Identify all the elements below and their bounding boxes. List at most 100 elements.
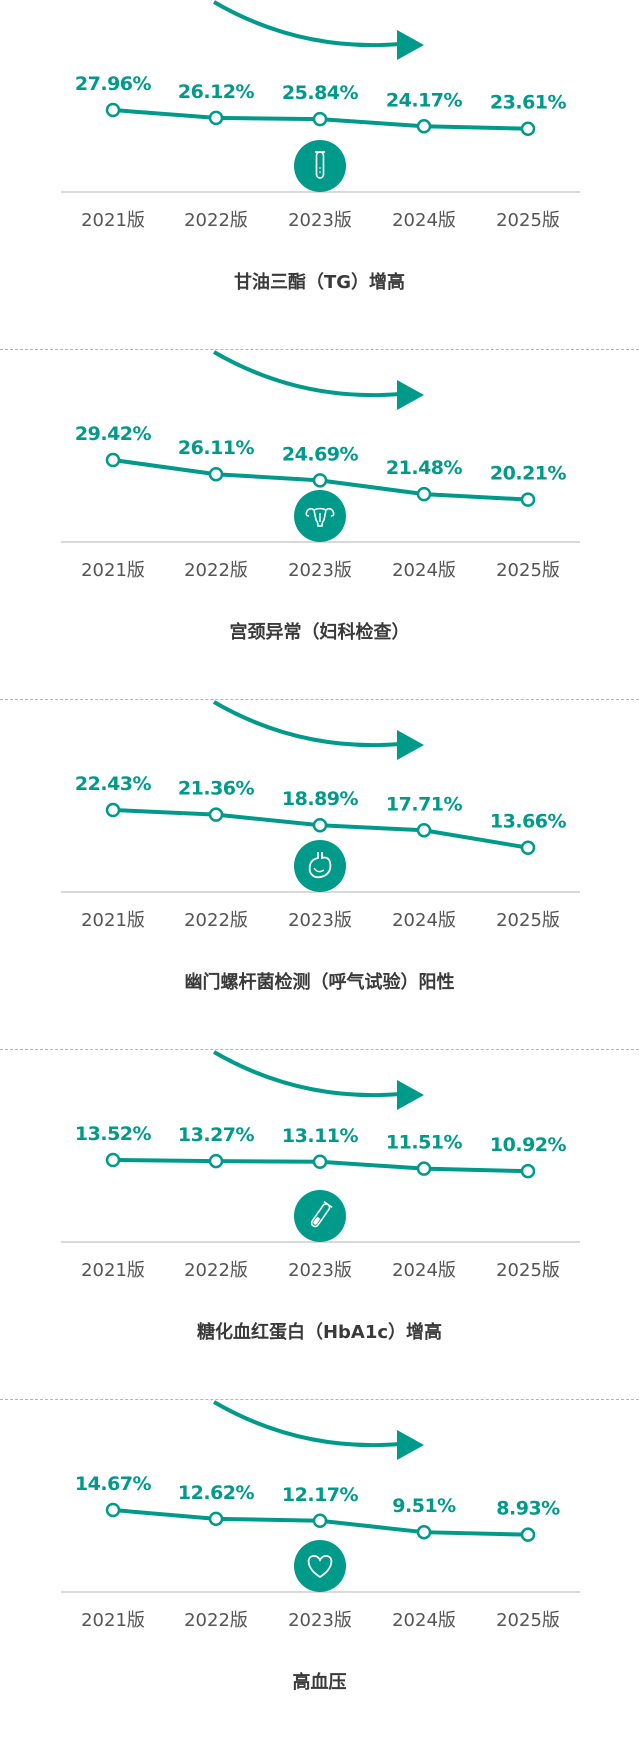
x-tick-label: 2025版 xyxy=(496,1260,560,1281)
data-point xyxy=(416,1524,432,1540)
chart-title: 高血压 xyxy=(292,1672,347,1693)
line-chart: 13.52% 2021版 13.27% 2022版 13.11% 2023版 11.51% 2… xyxy=(61,1050,580,1281)
data-label: 26.11% xyxy=(178,437,255,459)
data-point xyxy=(105,1502,121,1518)
x-tick-label: 2024版 xyxy=(392,1610,456,1631)
data-point xyxy=(208,466,224,482)
data-label: 24.17% xyxy=(386,89,463,111)
data-point xyxy=(416,486,432,502)
x-tick-label: 2024版 xyxy=(392,1260,456,1281)
line-chart: 22.43% 2021版 21.36% 2022版 18.89% 2023版 17.71% 2… xyxy=(61,700,580,931)
x-tick-label: 2023版 xyxy=(288,910,352,931)
data-label: 29.42% xyxy=(75,423,152,445)
data-point xyxy=(105,802,121,818)
data-point xyxy=(312,1154,328,1170)
x-tick-label: 2021版 xyxy=(81,910,145,931)
data-label: 21.36% xyxy=(178,778,255,800)
data-point xyxy=(105,452,121,468)
chart-title: 糖化血红蛋白（HbA1c）增高 xyxy=(196,1322,443,1343)
data-point xyxy=(312,1513,328,1528)
data-label: 13.11% xyxy=(282,1125,359,1147)
x-tick-label: 2025版 xyxy=(496,1610,560,1631)
line-chart: 29.42% 2021版 26.11% 2022版 24.69% 2023版 21.48% 2… xyxy=(61,350,580,581)
data-label: 18.89% xyxy=(282,788,359,810)
chart-title: 甘油三酯（TG）增高 xyxy=(233,272,406,293)
data-label: 24.69% xyxy=(282,443,359,465)
chart-panel: 13.52% 2021版 13.27% 2022版 13.11% 2023版 11.51% 2… xyxy=(0,1050,639,1400)
data-point xyxy=(520,1527,536,1542)
chart-panel: 22.43% 2021版 21.36% 2022版 18.89% 2023版 17.71% 2… xyxy=(0,700,639,1050)
x-tick-label: 2022版 xyxy=(184,1260,248,1281)
heart-icon xyxy=(294,1540,346,1592)
data-point xyxy=(105,102,121,118)
blood-tube-icon xyxy=(294,1190,346,1242)
data-point xyxy=(416,1161,432,1176)
chart-panel: 29.42% 2021版 26.11% 2022版 24.69% 2023版 21.48% 2… xyxy=(0,350,639,700)
data-label: 17.71% xyxy=(386,793,463,815)
data-label: 12.62% xyxy=(178,1482,255,1504)
x-tick-label: 2024版 xyxy=(392,560,456,581)
data-label: 13.52% xyxy=(75,1123,152,1145)
stomach-icon xyxy=(294,840,346,892)
data-point xyxy=(520,840,536,855)
line-chart: 14.67% 2021版 12.62% 2022版 12.17% 2023版 9.51% 20… xyxy=(61,1400,580,1631)
chart-title: 宫颈异常（妇科检查） xyxy=(229,622,410,643)
x-tick-label: 2024版 xyxy=(392,910,456,931)
data-label: 20.21% xyxy=(490,463,567,485)
data-point xyxy=(208,1511,224,1527)
x-tick-label: 2022版 xyxy=(184,910,248,931)
x-tick-label: 2025版 xyxy=(496,910,560,931)
x-tick-label: 2023版 xyxy=(288,210,352,231)
trend-arrow-icon xyxy=(212,1050,424,1110)
trend-arrow-icon xyxy=(212,0,424,60)
x-tick-label: 2021版 xyxy=(81,1610,145,1631)
test-tube-icon xyxy=(294,140,346,192)
data-label: 21.48% xyxy=(386,457,463,479)
x-tick-label: 2023版 xyxy=(288,560,352,581)
trend-arrow-icon xyxy=(212,700,424,760)
x-tick-label: 2025版 xyxy=(496,560,560,581)
x-tick-label: 2021版 xyxy=(81,1260,145,1281)
data-point xyxy=(208,807,224,822)
data-label: 25.84% xyxy=(282,82,359,104)
x-tick-label: 2024版 xyxy=(392,210,456,231)
data-label: 14.67% xyxy=(75,1473,152,1495)
data-label: 8.93% xyxy=(496,1498,560,1520)
data-label: 9.51% xyxy=(392,1495,456,1517)
divider xyxy=(0,699,639,700)
data-label: 13.66% xyxy=(490,811,567,833)
data-point xyxy=(105,1152,121,1168)
divider xyxy=(0,1049,639,1050)
data-label: 13.27% xyxy=(178,1124,255,1146)
uterus-icon xyxy=(294,490,346,542)
data-point xyxy=(312,817,328,833)
data-label: 27.96% xyxy=(75,73,152,95)
data-label: 11.51% xyxy=(386,1132,463,1154)
data-label: 12.17% xyxy=(282,1484,359,1506)
x-tick-label: 2022版 xyxy=(184,210,248,231)
data-point xyxy=(208,1153,224,1169)
trend-arrow-icon xyxy=(212,350,424,410)
data-point xyxy=(312,473,328,488)
x-tick-label: 2021版 xyxy=(81,210,145,231)
data-point xyxy=(520,492,536,507)
data-point xyxy=(520,121,536,136)
data-point xyxy=(416,823,432,838)
data-label: 22.43% xyxy=(75,773,152,795)
trend-arrow-icon xyxy=(212,1400,424,1460)
data-point xyxy=(416,119,432,134)
x-tick-label: 2022版 xyxy=(184,560,248,581)
data-point xyxy=(208,110,224,126)
data-label: 23.61% xyxy=(490,92,567,114)
data-point xyxy=(520,1163,536,1179)
chart-panel: 14.67% 2021版 12.62% 2022版 12.17% 2023版 9.51% 20… xyxy=(0,1400,639,1750)
x-tick-label: 2021版 xyxy=(81,560,145,581)
x-tick-label: 2025版 xyxy=(496,210,560,231)
data-label: 26.12% xyxy=(178,81,255,103)
divider xyxy=(0,349,639,350)
x-tick-label: 2023版 xyxy=(288,1610,352,1631)
line-chart: 27.96% 2021版 26.12% 2022版 25.84% 2023版 24.17% 2… xyxy=(61,0,580,231)
data-label: 10.92% xyxy=(490,1134,567,1156)
x-tick-label: 2023版 xyxy=(288,1260,352,1281)
